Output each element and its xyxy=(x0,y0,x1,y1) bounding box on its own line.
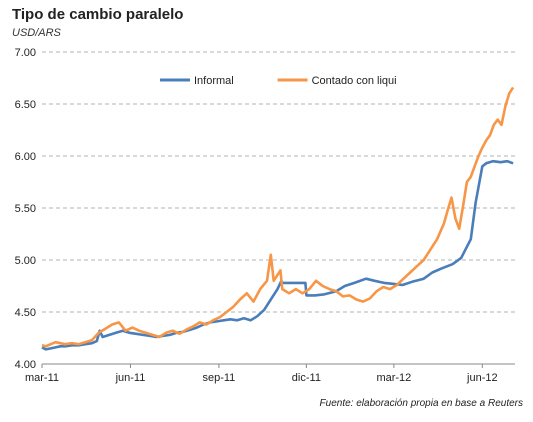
y-tick-label: 5.50 xyxy=(15,203,36,215)
x-tick-label: jun-12 xyxy=(466,372,498,384)
chart-subtitle: USD/ARS xyxy=(12,27,61,39)
y-tick-label: 5.00 xyxy=(15,255,36,267)
x-tick-label: dic-11 xyxy=(292,372,321,384)
series-line xyxy=(41,86,515,348)
legend-label: Contado con liqui xyxy=(312,75,397,87)
series-line xyxy=(41,159,514,351)
y-tick-label: 4.00 xyxy=(15,359,36,371)
x-tick-label: mar-11 xyxy=(25,372,59,384)
x-tick-label: sep-11 xyxy=(202,372,235,384)
source-note: Fuente: elaboración propia en base a Reu… xyxy=(319,398,523,409)
legend-label: Informal xyxy=(194,75,234,87)
x-tick-label: jun-11 xyxy=(115,372,146,384)
y-tick-label: 6.00 xyxy=(15,151,36,163)
y-tick-label: 6.50 xyxy=(15,99,36,111)
y-tick-label: 7.00 xyxy=(15,47,36,59)
y-tick-label: 4.50 xyxy=(15,307,36,319)
chart-title: Tipo de cambio paralelo xyxy=(12,6,184,23)
x-tick-label: mar-12 xyxy=(376,372,411,384)
